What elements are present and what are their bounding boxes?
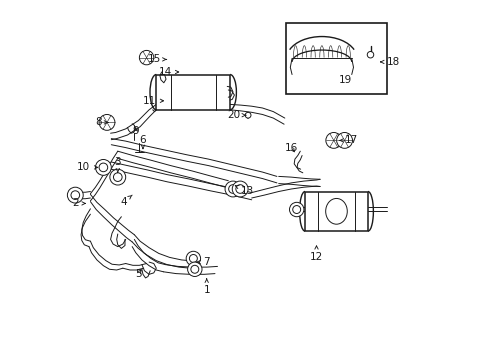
Circle shape: [325, 132, 341, 148]
Text: 16: 16: [284, 143, 297, 153]
Text: 19: 19: [338, 75, 351, 85]
Circle shape: [99, 114, 115, 130]
Circle shape: [366, 51, 373, 58]
Text: 17: 17: [339, 135, 358, 145]
Circle shape: [224, 181, 241, 197]
Circle shape: [71, 191, 80, 199]
Circle shape: [232, 181, 247, 197]
Text: 7: 7: [197, 257, 209, 267]
Text: 12: 12: [309, 246, 323, 262]
Circle shape: [289, 202, 303, 217]
Bar: [285, 23, 386, 94]
Text: 15: 15: [147, 54, 166, 64]
Text: 20: 20: [226, 110, 245, 120]
Circle shape: [139, 50, 153, 65]
Bar: [156, 75, 230, 110]
Text: 10: 10: [77, 162, 98, 172]
Circle shape: [190, 265, 199, 273]
Text: 18: 18: [380, 57, 399, 67]
Circle shape: [189, 255, 197, 262]
Text: 1: 1: [203, 279, 209, 295]
Circle shape: [186, 251, 200, 266]
Circle shape: [110, 169, 125, 185]
Circle shape: [67, 187, 83, 203]
Text: 14: 14: [158, 67, 178, 77]
Text: 11: 11: [143, 96, 163, 106]
Text: 5: 5: [135, 269, 142, 279]
Text: 3: 3: [114, 157, 121, 172]
Text: 4: 4: [121, 195, 132, 207]
Text: 6: 6: [140, 135, 146, 149]
Ellipse shape: [325, 198, 346, 224]
Circle shape: [99, 163, 107, 172]
Circle shape: [113, 173, 122, 181]
Text: 9: 9: [132, 126, 139, 136]
Text: 8: 8: [96, 117, 108, 127]
Circle shape: [244, 112, 250, 118]
Bar: [305, 192, 367, 231]
Circle shape: [187, 262, 202, 276]
Circle shape: [292, 206, 300, 213]
Text: 2: 2: [72, 198, 85, 208]
Text: 13: 13: [235, 185, 254, 196]
Circle shape: [336, 132, 352, 148]
Circle shape: [95, 159, 111, 175]
Circle shape: [235, 185, 244, 193]
Circle shape: [228, 185, 237, 193]
